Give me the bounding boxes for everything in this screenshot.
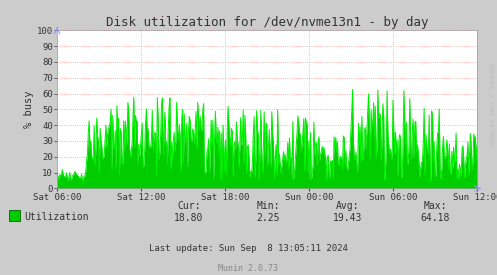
Text: Last update: Sun Sep  8 13:05:11 2024: Last update: Sun Sep 8 13:05:11 2024	[149, 244, 348, 253]
Y-axis label: % busy: % busy	[24, 90, 34, 128]
Text: Min:: Min:	[256, 201, 280, 211]
Text: 64.18: 64.18	[420, 213, 450, 223]
Text: 2.25: 2.25	[256, 213, 280, 223]
Text: 18.80: 18.80	[174, 213, 204, 223]
Text: 19.43: 19.43	[333, 213, 363, 223]
Text: Utilization: Utilization	[24, 212, 88, 222]
Text: Cur:: Cur:	[177, 201, 201, 211]
Text: Avg:: Avg:	[336, 201, 360, 211]
Title: Disk utilization for /dev/nvme13n1 - by day: Disk utilization for /dev/nvme13n1 - by …	[106, 16, 428, 29]
Text: Munin 2.0.73: Munin 2.0.73	[219, 264, 278, 273]
Text: RRDTOOL / TOBI OETIKER: RRDTOOL / TOBI OETIKER	[489, 63, 494, 146]
Text: Max:: Max:	[423, 201, 447, 211]
